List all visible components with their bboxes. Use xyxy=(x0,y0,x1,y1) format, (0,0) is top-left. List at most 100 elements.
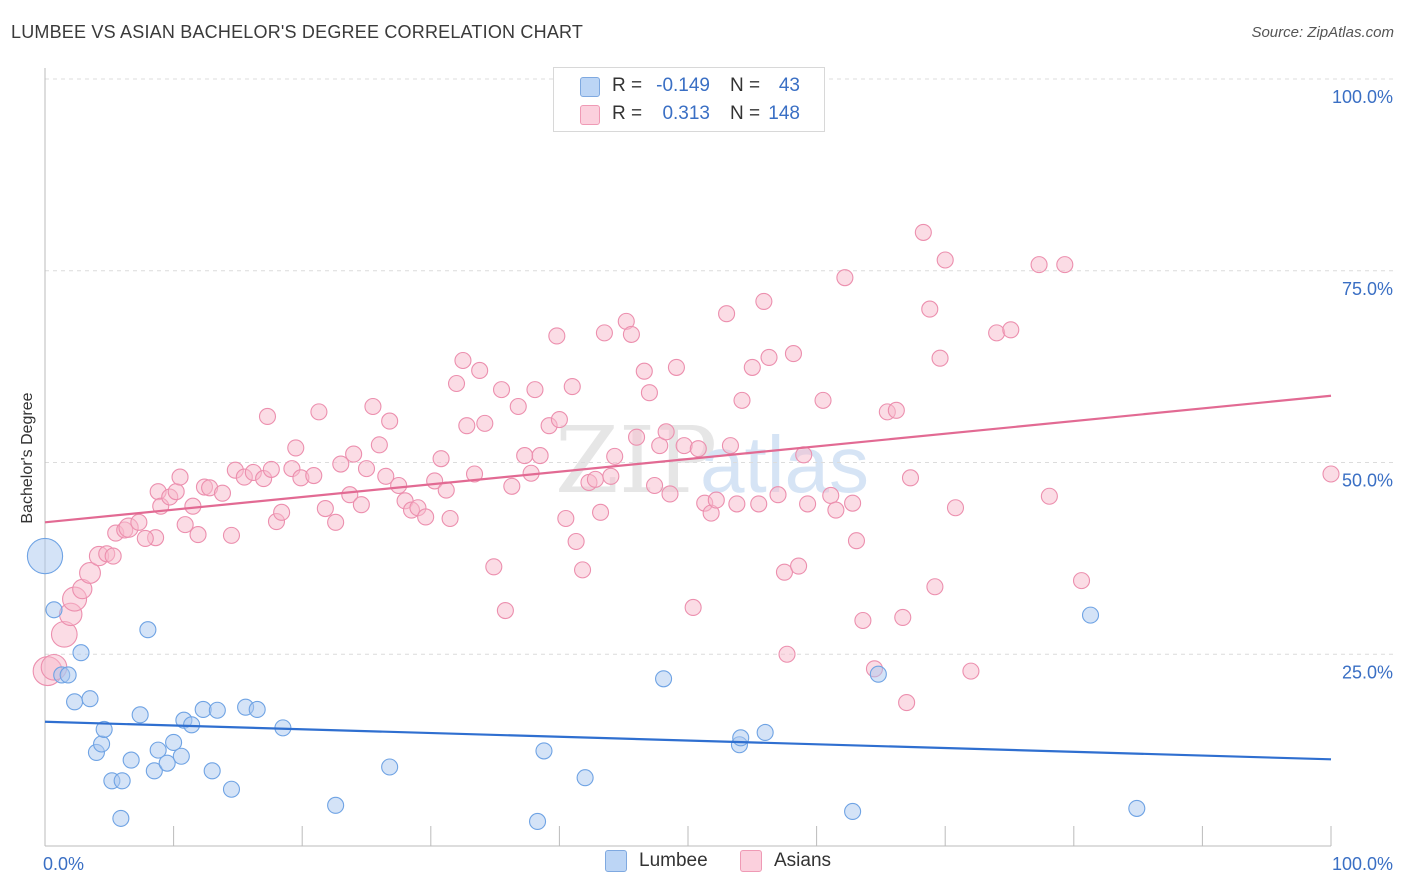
asians-point xyxy=(327,513,345,531)
lumbee-point xyxy=(172,747,190,765)
chart-title: LUMBEE VS ASIAN BACHELOR'S DEGREE CORREL… xyxy=(11,22,584,42)
asians-point xyxy=(936,251,954,269)
lumbee-point xyxy=(844,802,862,821)
asians-point xyxy=(454,351,472,370)
asians-point xyxy=(305,466,323,485)
asians-point xyxy=(946,499,965,517)
asians-point xyxy=(721,437,739,455)
asians-point xyxy=(176,516,194,534)
lumbee-point xyxy=(528,812,547,831)
legend-item-asians: Asians xyxy=(740,850,831,872)
stats-row-lumbee: R = -0.149 N = 43 xyxy=(554,72,824,100)
r-value: -0.149 xyxy=(656,75,710,96)
lumbee-point xyxy=(93,735,111,753)
asians-point xyxy=(1030,256,1048,274)
lumbee-point xyxy=(131,706,149,724)
asians-point xyxy=(287,439,305,457)
asians-point xyxy=(381,412,399,430)
lumbee-point xyxy=(194,700,212,719)
asians-point xyxy=(657,423,675,441)
asians-point xyxy=(437,481,455,499)
asians-point xyxy=(548,327,566,345)
asians-point xyxy=(894,608,912,626)
lumbee-point xyxy=(203,762,221,780)
lumbee-point xyxy=(732,729,750,747)
asians-point xyxy=(684,598,702,617)
asians-point xyxy=(844,494,862,512)
asians-point xyxy=(563,378,581,396)
n-label: N = xyxy=(730,103,761,124)
asians-point xyxy=(509,397,527,416)
asians-point xyxy=(432,450,450,468)
asians-point xyxy=(167,483,185,501)
asians-point xyxy=(222,526,241,544)
lumbee-point xyxy=(81,690,99,708)
n-value: 43 xyxy=(778,75,800,96)
asians-point xyxy=(345,445,363,463)
series-legend: Lumbee Asians xyxy=(0,850,1406,878)
asians-trend-line xyxy=(44,394,1332,524)
asians-point xyxy=(962,662,980,680)
asians-point xyxy=(750,495,768,513)
lumbee-point xyxy=(1081,606,1100,624)
asians-point xyxy=(931,349,949,367)
asians-point xyxy=(465,465,484,483)
lumbee-point xyxy=(158,754,176,772)
n-value: 148 xyxy=(768,103,800,124)
legend-label-lumbee: Lumbee xyxy=(639,850,708,871)
asians-point xyxy=(778,645,796,663)
asians-point xyxy=(606,447,624,465)
asians-point xyxy=(595,324,613,342)
asians-point xyxy=(635,362,653,380)
asians-point xyxy=(516,447,534,465)
asians-point xyxy=(901,469,920,487)
asians-point xyxy=(496,601,514,620)
x-tick-label: 100.0% xyxy=(1332,854,1393,874)
lumbee-point xyxy=(535,742,553,760)
y-tick-label: 75.0% xyxy=(1342,279,1393,299)
asians-point xyxy=(914,223,932,241)
lumbee-point xyxy=(66,693,84,711)
source-label: Source: ZipAtlas.com xyxy=(1251,24,1394,41)
tick-labels: 25.0% 50.0% 75.0% 100.0% 0.0% 100.0% xyxy=(43,87,1393,874)
lumbee-swatch xyxy=(605,850,627,872)
lumbee-point xyxy=(576,769,594,787)
asians-point xyxy=(675,437,693,455)
asians-point xyxy=(1040,487,1058,505)
asians-point xyxy=(718,305,736,323)
asians-point xyxy=(352,496,370,514)
asians-point xyxy=(689,440,707,458)
asians-point xyxy=(651,437,669,455)
stats-row-asians: R = 0.313 N = 148 xyxy=(554,100,824,128)
asians-point xyxy=(310,403,328,421)
asians-point xyxy=(814,391,832,409)
legend-item-lumbee: Lumbee xyxy=(605,850,708,872)
asians-point xyxy=(822,486,840,505)
asians-point xyxy=(441,509,459,528)
lumbee-point xyxy=(1128,799,1146,817)
lumbee-point xyxy=(381,758,399,776)
asians-point xyxy=(755,292,773,310)
lumbee-point xyxy=(655,670,673,688)
axes xyxy=(44,68,1332,847)
lumbee-point xyxy=(112,809,130,827)
data-points xyxy=(26,223,1340,831)
asians-point xyxy=(622,325,640,343)
asians-point xyxy=(492,381,511,399)
asians-point xyxy=(733,391,751,409)
asians-point xyxy=(364,397,382,416)
asians-point xyxy=(1056,256,1074,274)
lumbee-point xyxy=(72,644,90,662)
n-label: N = xyxy=(730,75,761,96)
lumbee-point xyxy=(208,701,226,719)
asians-point xyxy=(769,486,787,504)
asians-point xyxy=(273,503,291,521)
asians-point xyxy=(316,499,334,518)
asians-point xyxy=(458,417,476,435)
asians-swatch xyxy=(740,850,762,872)
y-tick-label: 100.0% xyxy=(1332,87,1393,107)
asians-point xyxy=(557,509,575,528)
lumbee-point xyxy=(756,723,774,742)
asians-point xyxy=(550,410,568,429)
